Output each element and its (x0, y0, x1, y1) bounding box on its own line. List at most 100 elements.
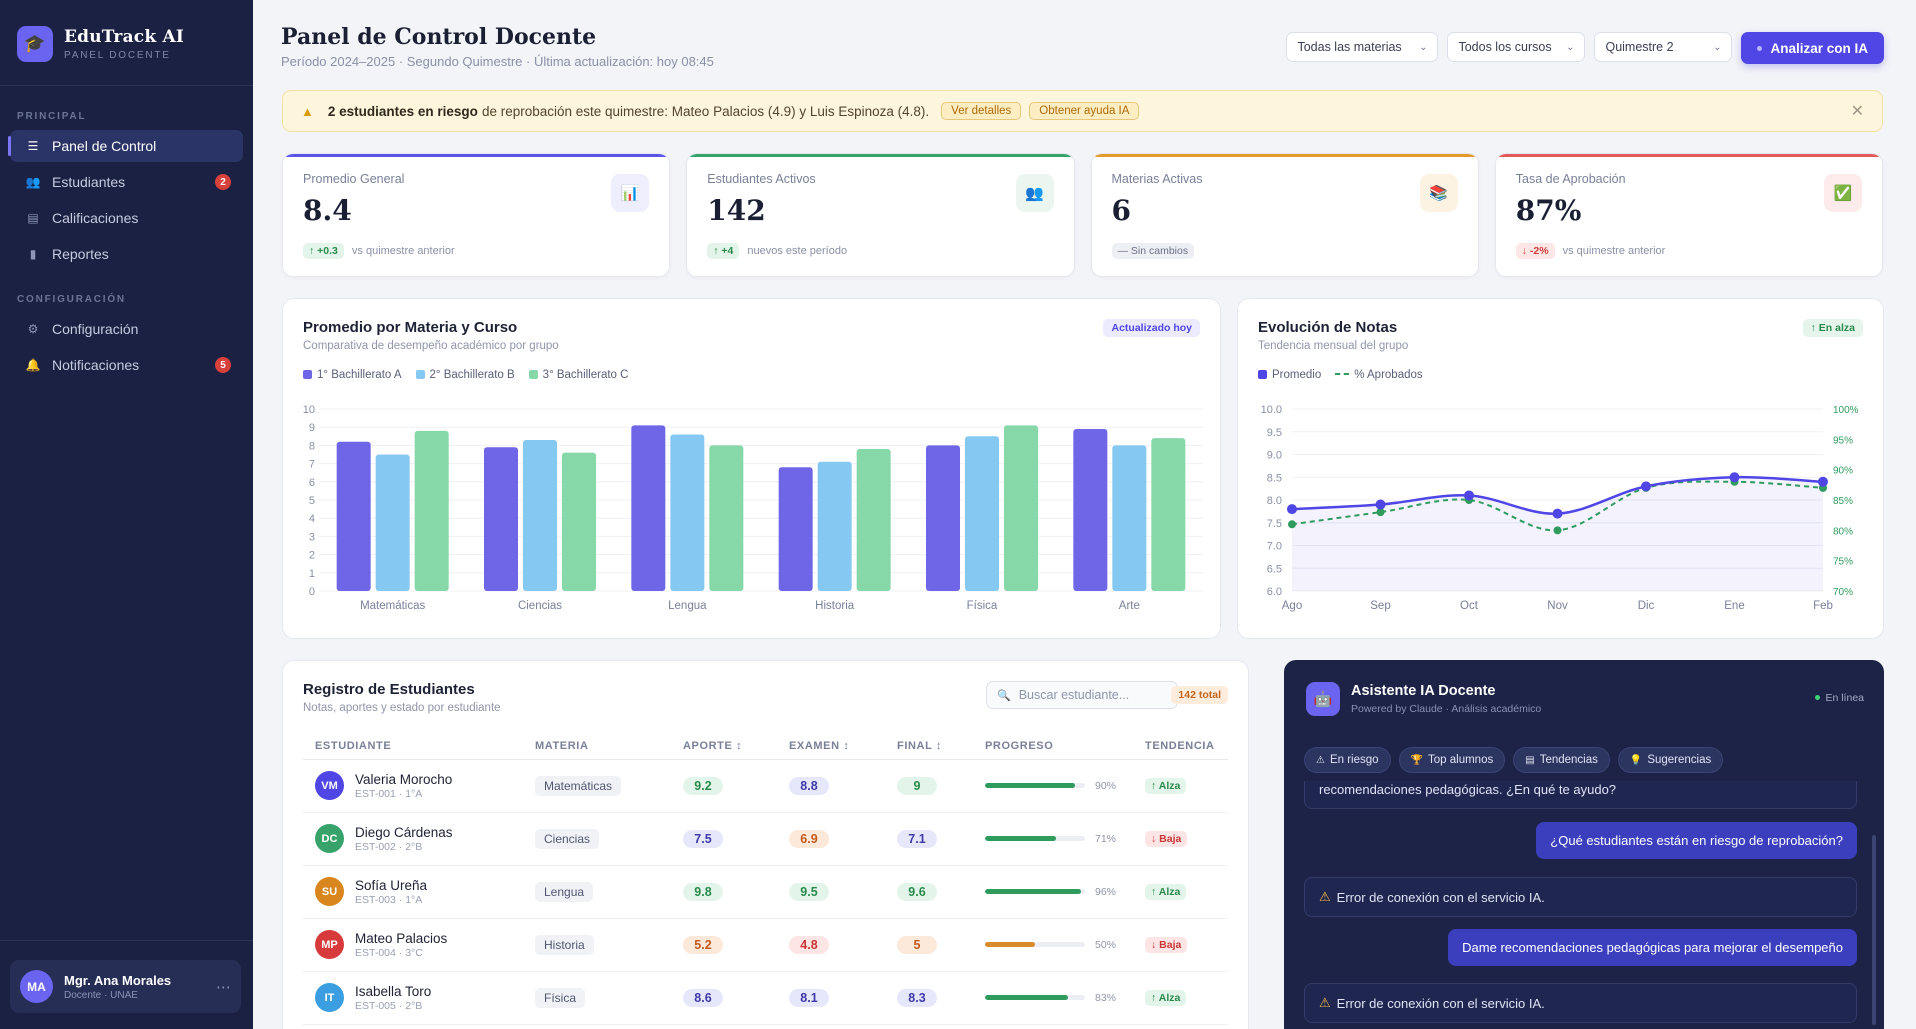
y-tick-label: 6.0 (1267, 586, 1282, 598)
subject-tag: Lengua (535, 881, 594, 902)
bar-chart-icon: ▮ (29, 247, 37, 261)
trend-badge: ↑ Alza (1145, 778, 1187, 794)
bar[interactable] (926, 445, 960, 591)
page-title: Panel de Control Docente (281, 24, 597, 50)
analyze-ai-button[interactable]: Analizar con IA (1741, 32, 1884, 64)
bar[interactable] (1112, 445, 1147, 591)
cell-aporte: 9.2 (671, 759, 777, 813)
trend-badge: ↓ Baja (1145, 937, 1188, 953)
bar[interactable] (1151, 438, 1186, 591)
bar[interactable] (484, 447, 518, 591)
avatar: VM (315, 771, 344, 800)
table-row[interactable]: SU Sofía Ureña EST-003 · 1°A Lengua 9.8 9.5 9.… (303, 865, 1228, 919)
sidebar-item-notificaciones[interactable]: 🔔 Notificaciones 5 (10, 349, 243, 381)
data-point[interactable] (1552, 508, 1563, 519)
column-header: PROGRESO (973, 733, 1133, 760)
cell-aporte: 5.2 (671, 918, 777, 972)
cell-subject: Matemáticas (523, 759, 671, 813)
bar[interactable] (414, 430, 449, 591)
column-header[interactable]: EXAMEN ↕ (777, 733, 885, 760)
student-search[interactable]: 🔍 (986, 681, 1178, 709)
data-point[interactable] (1464, 490, 1474, 501)
select-value: Todos los cursos (1458, 40, 1552, 54)
chat-scrollbar[interactable] (1872, 835, 1876, 1025)
progress: 90% (985, 780, 1133, 792)
bar[interactable] (631, 425, 666, 591)
brand-subtitle: PANEL DOCENTE (64, 49, 171, 61)
data-point[interactable] (1729, 472, 1740, 483)
quick-action-chip[interactable]: ⚠ En riesgo (1304, 747, 1391, 773)
status-label: En línea (1825, 692, 1864, 704)
student-name: Diego Cárdenas (355, 824, 453, 840)
sidebar-item-panel[interactable]: ☰ Panel de Control (8, 130, 243, 162)
kpi-label: Estudiantes Activos (707, 172, 816, 186)
cell-examen: 6.9 (777, 812, 885, 866)
assistant-message: ⚠ Error de conexión con el servicio IA. (1304, 877, 1857, 917)
bar[interactable] (856, 449, 891, 591)
column-header[interactable]: FINAL ↕ (885, 733, 973, 760)
kpi-card: Estudiantes Activos 142 👥 ↑ +4 nuevos este p… (686, 153, 1075, 277)
avatar: MA (20, 970, 53, 1003)
sparkle-icon (1757, 45, 1763, 51)
bar[interactable] (336, 441, 371, 591)
button-label: Analizar con IA (1770, 40, 1868, 56)
data-point[interactable] (1287, 504, 1297, 515)
cell-trend: ↑ Alza (1133, 759, 1228, 813)
close-icon[interactable]: ✕ (1850, 103, 1864, 120)
bar[interactable] (1073, 429, 1108, 591)
quick-action-chip[interactable]: 🏆 Top alumnos (1398, 747, 1506, 773)
user-role: Docente · UNAE (64, 989, 138, 1001)
kpi-card: Promedio General 8.4 📊 ↑ +0.3 vs quimestre a… (282, 153, 671, 277)
kpi-label: Tasa de Aprobación (1515, 172, 1626, 186)
bar[interactable] (1004, 425, 1038, 591)
legend-item: 3° Bachillerato C (528, 369, 628, 381)
data-point[interactable] (1818, 476, 1828, 487)
cell-final: 5 (885, 918, 973, 972)
sidebar-item-calificaciones[interactable]: ▤ Calificaciones (10, 202, 243, 234)
term-filter-select[interactable]: Quimestre 2 ⌄ (1594, 32, 1733, 62)
bar-chart: 0 1 2 3 4 5 6 7 8 9 10 Matemáticas Ciencias Lengua His… (303, 404, 1203, 612)
kpi-value: 142 (707, 194, 766, 227)
view-details-button[interactable]: Ver detalles (941, 102, 1022, 120)
legend-swatch (1335, 373, 1350, 375)
kpi-value: 6 (1111, 194, 1131, 227)
quick-action-chip[interactable]: ▤ Tendencias (1513, 747, 1610, 773)
data-point[interactable] (1375, 499, 1386, 510)
bar[interactable] (778, 467, 813, 591)
legend-label: % Aprobados (1354, 369, 1423, 381)
table-row[interactable]: VM Valeria Morocho EST-001 · 1°A Matemática… (303, 759, 1228, 813)
sidebar-item-configuracion[interactable]: ⚙ Configuración (10, 313, 243, 345)
data-point[interactable] (1288, 520, 1296, 529)
table-row[interactable]: IT Isabella Toro EST-005 · 2°B Física 8.6 8.1… (303, 971, 1228, 1025)
course-filter-select[interactable]: Todos los cursos ⌄ (1447, 32, 1586, 62)
legend-item: 2° Bachillerato B (415, 369, 515, 381)
data-point[interactable] (1376, 508, 1385, 517)
user-profile[interactable]: MA Mgr. Ana Morales Docente · UNAE ⋯ (10, 960, 241, 1013)
table-row[interactable]: MP Mateo Palacios EST-004 · 3°C Historia 5.2… (303, 918, 1228, 972)
message-text: Dame recomendaciones pedagógicas para me… (1462, 940, 1843, 955)
filters: Todas las materias ⌄ Todos los cursos ⌄ … (1286, 32, 1884, 64)
bar[interactable] (965, 436, 999, 591)
trend-badge: ↑ Alza (1145, 990, 1187, 1006)
sidebar-item-reportes[interactable]: ▮ Reportes (10, 238, 243, 270)
subject-filter-select[interactable]: Todas las materias ⌄ (1286, 32, 1439, 62)
get-ai-help-button[interactable]: Obtener ayuda IA (1029, 102, 1140, 120)
bar[interactable] (670, 434, 705, 591)
bar[interactable] (817, 461, 852, 591)
legend-label: 2° Bachillerato B (429, 369, 515, 381)
bar[interactable] (523, 439, 557, 591)
data-point[interactable] (1553, 526, 1562, 535)
progress-track (985, 889, 1085, 894)
bar[interactable] (375, 454, 410, 592)
sidebar-item-estudiantes[interactable]: 👥 Estudiantes 2 (10, 166, 243, 198)
more-options-icon[interactable]: ⋯ (216, 978, 231, 996)
table-row[interactable]: DC Diego Cárdenas EST-002 · 2°B Ciencias 7.5… (303, 812, 1228, 866)
cell-student: VM Valeria Morocho EST-001 · 1°A (303, 759, 523, 813)
search-input[interactable] (1018, 688, 1169, 702)
column-header[interactable]: APORTE ↕ (671, 733, 777, 760)
y-tick-label: 1 (309, 568, 315, 580)
bar[interactable] (562, 452, 596, 591)
bar[interactable] (709, 445, 744, 591)
quick-action-chip[interactable]: 💡 Sugerencias (1617, 747, 1724, 773)
data-point[interactable] (1641, 481, 1651, 492)
